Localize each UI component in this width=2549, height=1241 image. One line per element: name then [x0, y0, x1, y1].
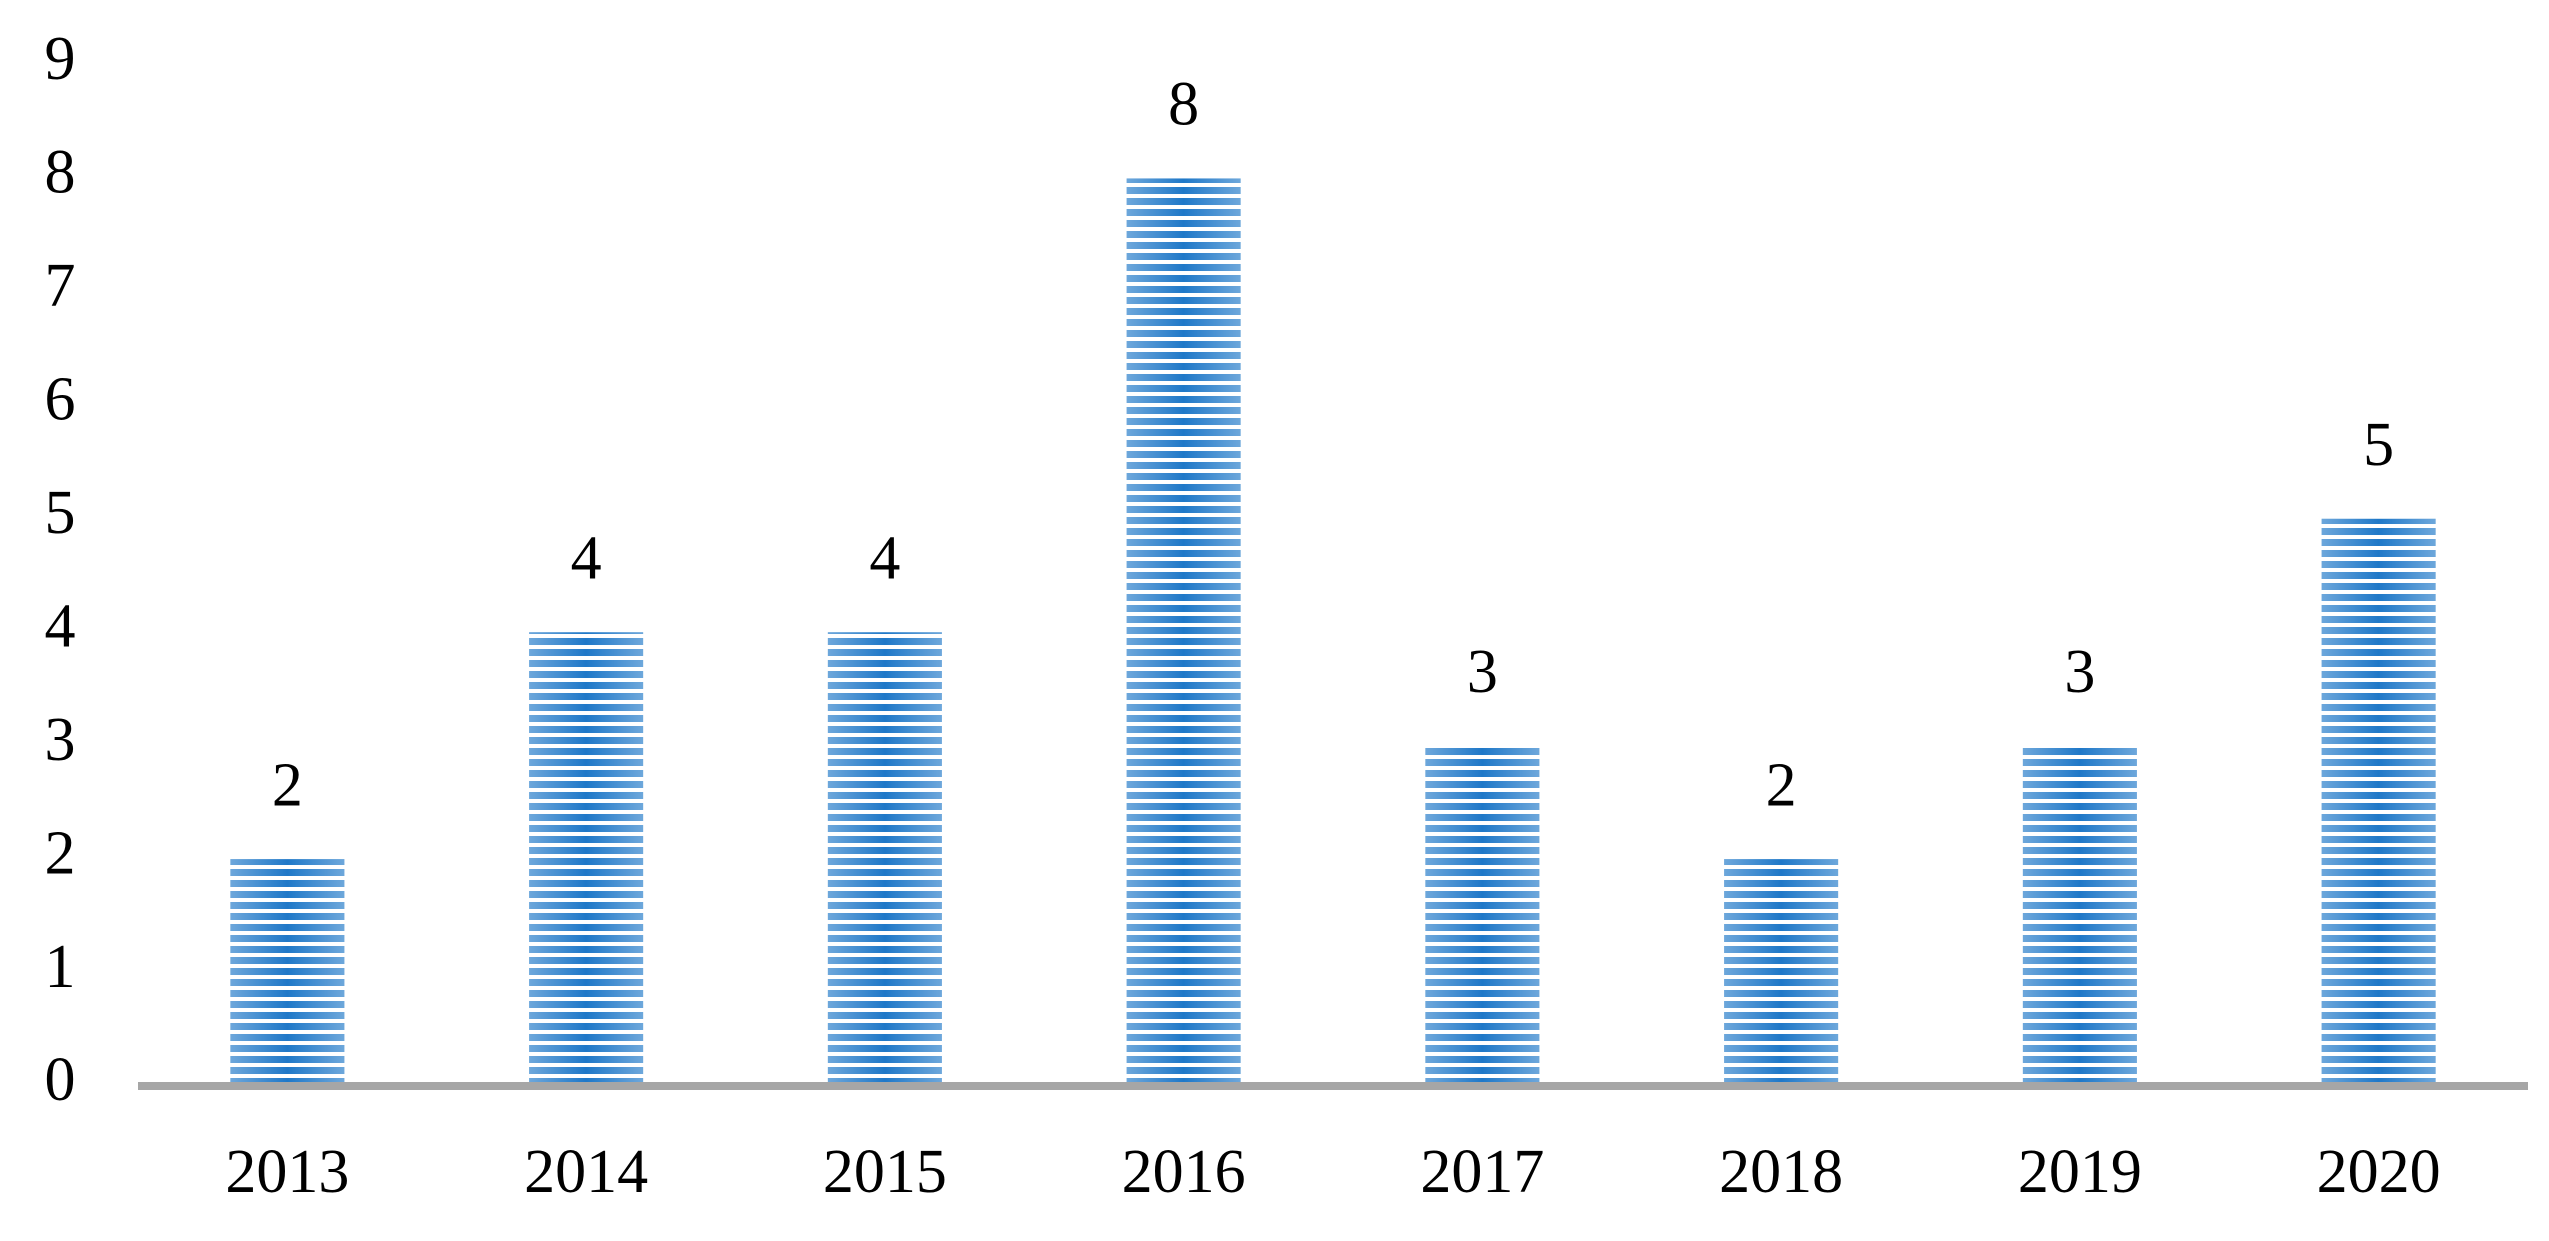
- bar-shade: [1126, 178, 1241, 1086]
- y-tick-label: 2: [45, 819, 76, 887]
- data-label: 4: [869, 524, 900, 592]
- data-label: 3: [1467, 638, 1498, 706]
- y-tick-label: 6: [45, 366, 76, 434]
- bar: [230, 859, 345, 1086]
- bar-shade: [1425, 745, 1540, 1086]
- y-tick-label: 1: [45, 933, 76, 1001]
- bar-shade: [827, 632, 942, 1086]
- x-tick-label: 2019: [2018, 1138, 2142, 1206]
- data-label: 4: [571, 524, 602, 592]
- bar: [2022, 745, 2137, 1086]
- y-tick-label: 0: [45, 1046, 76, 1114]
- data-label: 8: [1168, 71, 1199, 139]
- bar-shade: [2321, 518, 2436, 1086]
- x-tick-label: 2013: [225, 1138, 349, 1206]
- x-tick-label: 2014: [524, 1138, 648, 1206]
- bar: [827, 632, 942, 1086]
- data-label: 5: [2363, 411, 2394, 479]
- x-tick-label: 2018: [1719, 1138, 1843, 1206]
- bar: [529, 632, 644, 1086]
- y-tick-label: 8: [45, 139, 76, 207]
- bar: [1425, 745, 1540, 1086]
- x-tick-label: 2020: [2317, 1138, 2441, 1206]
- y-tick-label: 9: [45, 25, 76, 93]
- bar: [1724, 859, 1839, 1086]
- y-tick-label: 7: [45, 252, 76, 320]
- bar: [1126, 178, 1241, 1086]
- y-tick-label: 5: [45, 479, 76, 547]
- x-tick-label: 2015: [823, 1138, 947, 1206]
- data-label: 2: [272, 751, 303, 819]
- data-label: 2: [1766, 751, 1797, 819]
- bar-shade: [1724, 859, 1839, 1086]
- x-tick-label: 2016: [1122, 1138, 1246, 1206]
- y-tick-label: 3: [45, 706, 76, 774]
- bar-shade: [230, 859, 345, 1086]
- data-label: 3: [2064, 638, 2095, 706]
- x-tick-label: 2017: [1420, 1138, 1544, 1206]
- bar-shade: [2022, 745, 2137, 1086]
- y-tick-label: 4: [45, 592, 76, 660]
- bar: [2321, 518, 2436, 1086]
- bar-shade: [529, 632, 644, 1086]
